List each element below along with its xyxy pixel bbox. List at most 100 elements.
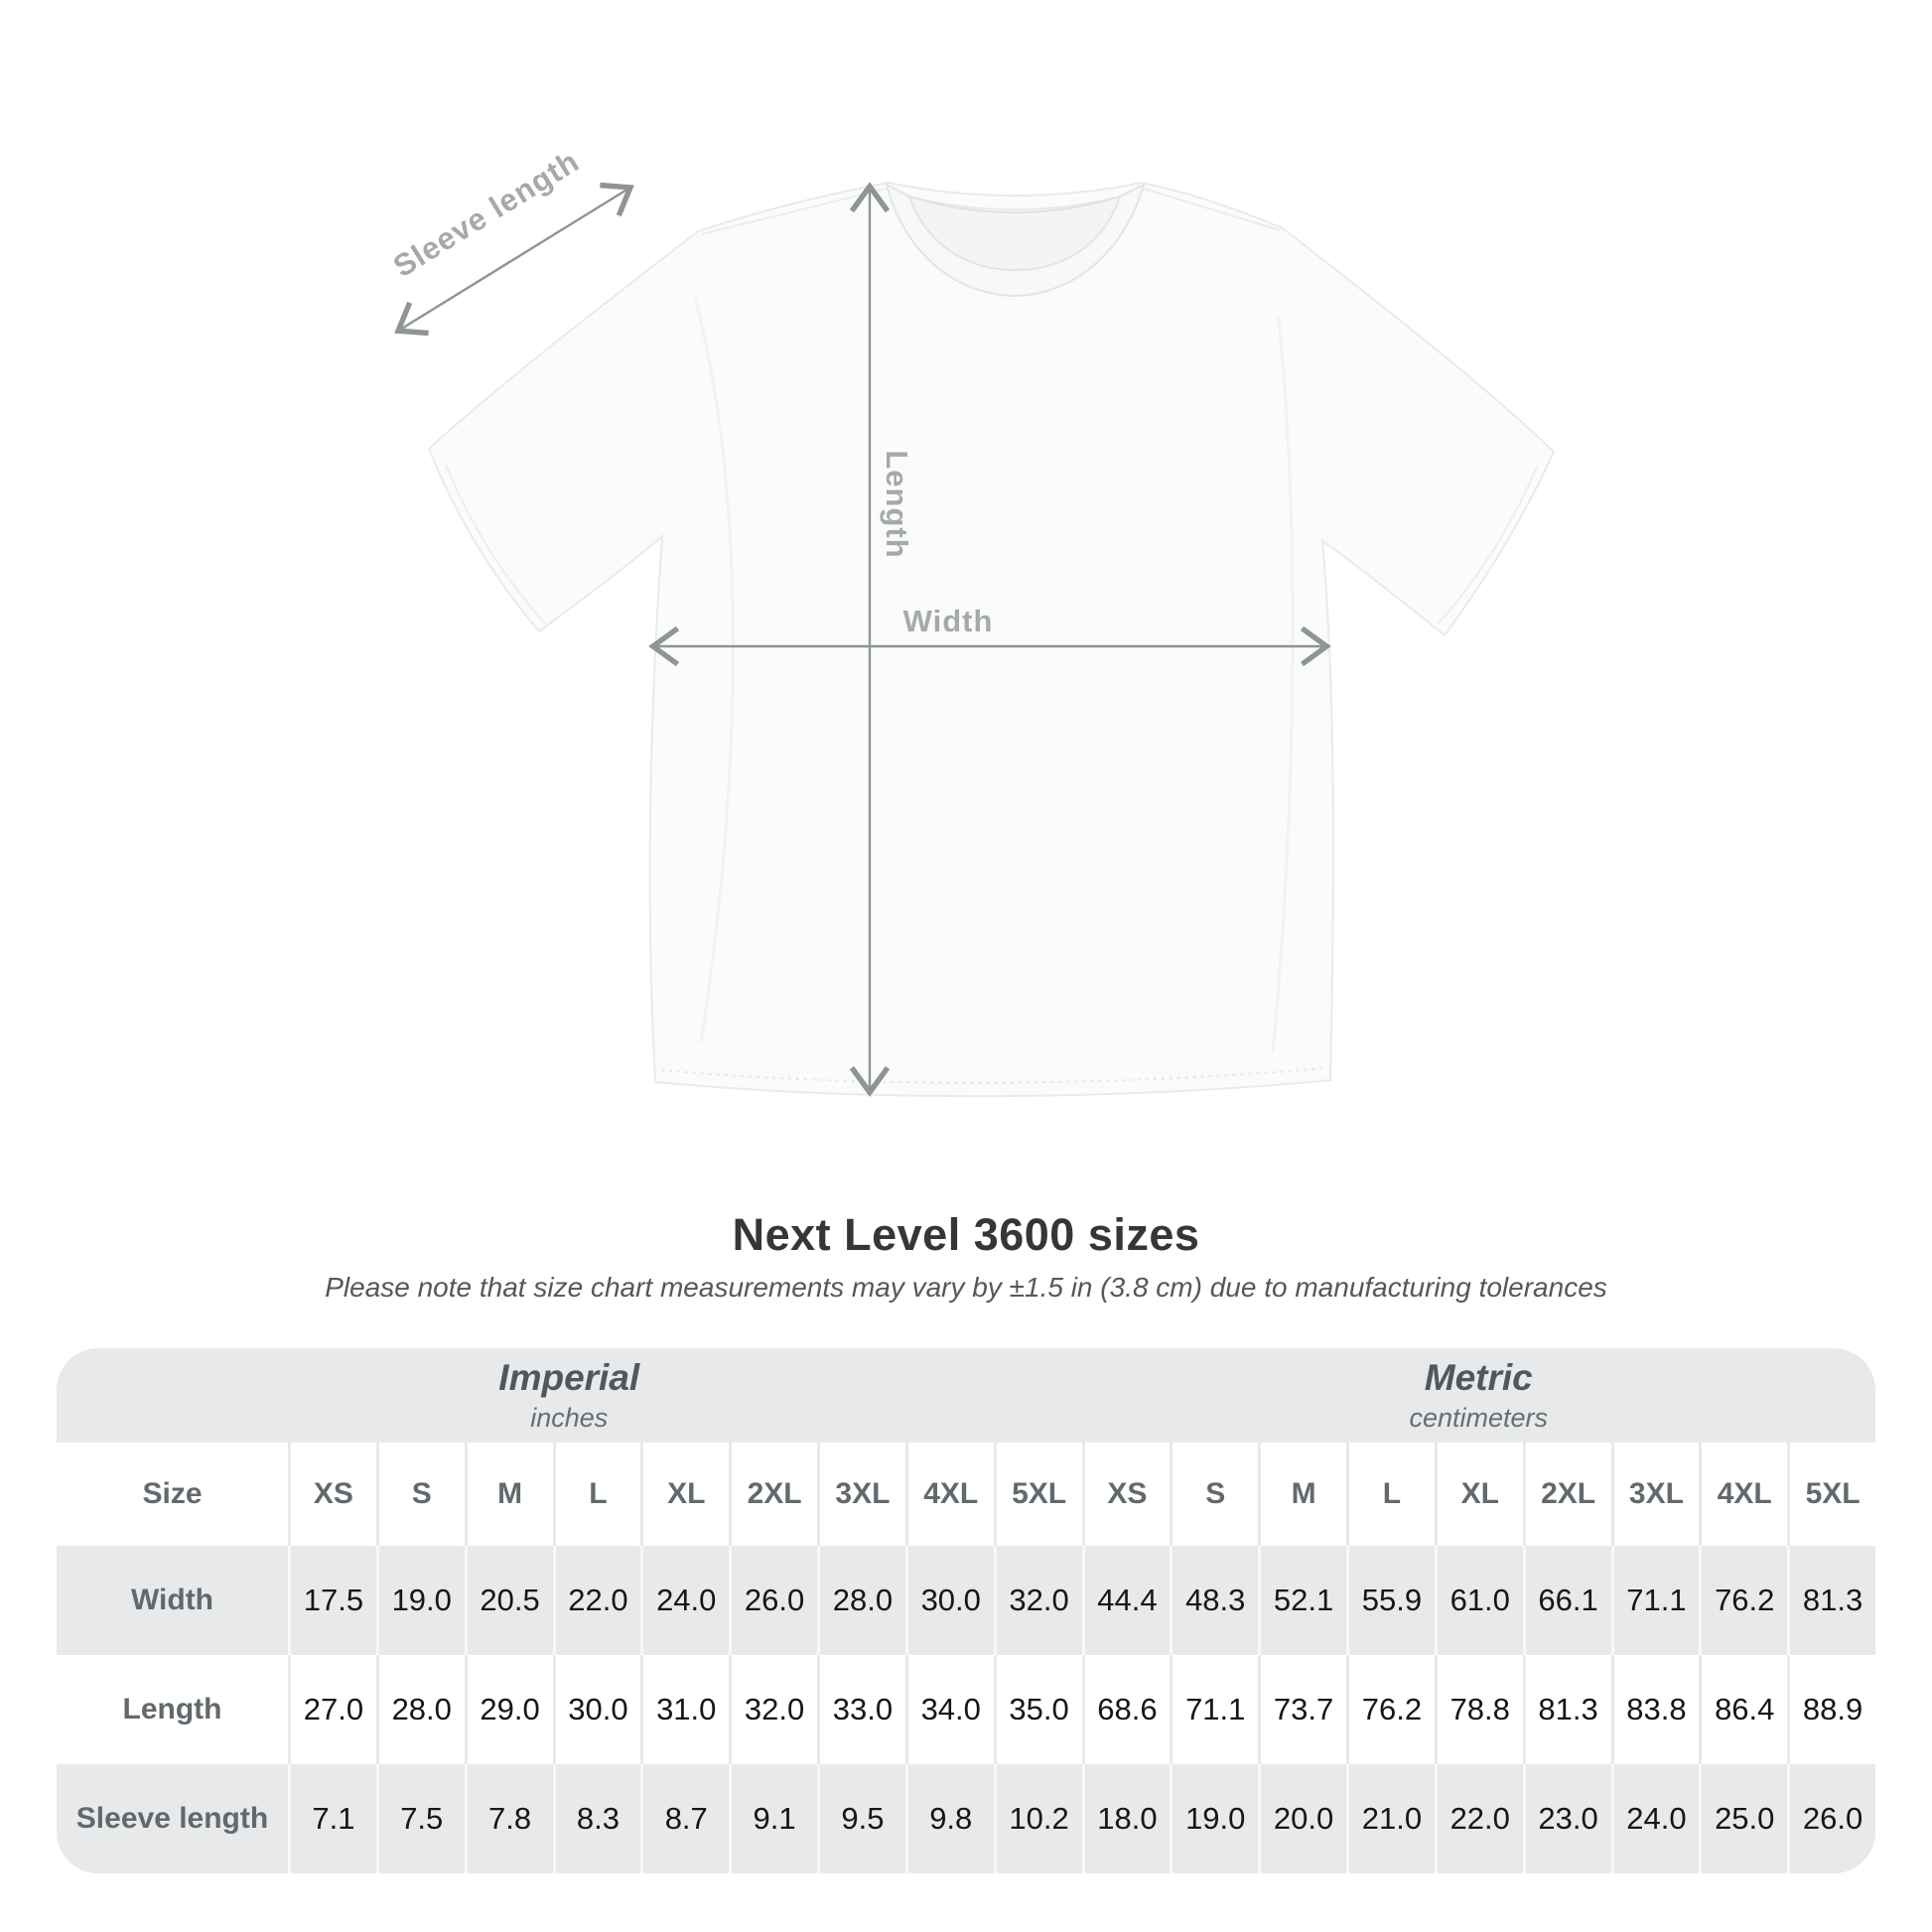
size-value-cell: 81.3 <box>1522 1655 1611 1764</box>
tshirt-graphic <box>427 181 1556 1098</box>
size-value-cell: 76.2 <box>1346 1655 1435 1764</box>
metric-unit-header: Metric centimeters <box>1082 1348 1876 1443</box>
size-value-cell: 31.0 <box>640 1655 730 1764</box>
size-column-header: XS <box>288 1443 376 1546</box>
size-value-cell: 17.5 <box>288 1546 376 1655</box>
sleeve-length-label: Sleeve length <box>387 143 585 284</box>
size-value-cell: 7.1 <box>288 1764 376 1873</box>
size-value-cell: 29.0 <box>464 1655 553 1764</box>
size-value-cell: 73.7 <box>1258 1655 1346 1764</box>
size-value-cell: 30.0 <box>552 1655 641 1764</box>
size-value-cell: 22.0 <box>1434 1764 1523 1873</box>
shoulder-seam-right <box>1143 188 1281 231</box>
size-column-header: XS <box>1081 1443 1171 1546</box>
size-value-cell: 20.5 <box>464 1546 553 1655</box>
size-value-cell: 23.0 <box>1522 1764 1611 1873</box>
size-value-cell: 83.8 <box>1610 1655 1700 1764</box>
size-value-cell: 71.1 <box>1170 1655 1259 1764</box>
tolerance-note: Please note that size chart measurements… <box>325 1272 1607 1303</box>
size-column-header: 3XL <box>817 1443 905 1546</box>
size-value-cell: 19.0 <box>1170 1764 1258 1873</box>
size-value-cell: 26.0 <box>1787 1764 1875 1873</box>
size-table: Imperial inches Metric centimeters Size X… <box>57 1348 1875 1873</box>
size-value-cell: 81.3 <box>1787 1546 1875 1655</box>
cuff-seam-left <box>445 464 546 624</box>
size-column-header: S <box>375 1443 465 1546</box>
size-column-header: L <box>1346 1443 1435 1546</box>
size-value-cell: 32.0 <box>993 1546 1082 1655</box>
cuff-seam-right <box>1438 466 1538 624</box>
row-label: Length <box>57 1655 288 1764</box>
size-column-header: 2XL <box>1522 1443 1611 1546</box>
size-value-cell: 8.3 <box>552 1764 641 1873</box>
size-value-cell: 20.0 <box>1258 1764 1346 1873</box>
size-column-header: M <box>464 1443 553 1546</box>
size-value-cell: 24.0 <box>640 1546 729 1655</box>
tshirt-body-shape <box>427 181 1556 1098</box>
wrinkle-line <box>693 297 735 1043</box>
size-column-header: M <box>1258 1443 1346 1546</box>
size-column-header: 4XL <box>1699 1443 1788 1546</box>
metric-label: Metric <box>1424 1357 1533 1398</box>
size-value-cell: 28.0 <box>817 1546 905 1655</box>
size-column-header: 5XL <box>993 1443 1082 1546</box>
size-value-cell: 19.0 <box>375 1546 465 1655</box>
size-column-header: XL <box>1434 1443 1523 1546</box>
size-value-cell: 68.6 <box>1081 1655 1171 1764</box>
size-value-cell: 27.0 <box>288 1655 376 1764</box>
size-column-header: XL <box>640 1443 730 1546</box>
size-value-cell: 55.9 <box>1346 1546 1435 1655</box>
measurement-arrows <box>400 189 1324 1090</box>
size-value-cell: 32.0 <box>729 1655 817 1764</box>
tshirt-size-diagram: Sleeve length Length Width <box>387 143 1556 1098</box>
back-neck-seam <box>902 194 1127 213</box>
size-value-cell: 8.7 <box>640 1764 729 1873</box>
width-label: Width <box>903 604 994 638</box>
wrinkle-line <box>1271 317 1295 1053</box>
size-value-cell: 48.3 <box>1170 1546 1258 1655</box>
collar-band <box>885 183 1146 298</box>
row-label: Sleeve length <box>75 1802 269 1835</box>
sleeve-length-arrow <box>400 189 628 330</box>
size-value-cell: 7.5 <box>375 1764 465 1873</box>
size-column-header: 2XL <box>729 1443 817 1546</box>
size-value-cell: 9.5 <box>817 1764 905 1873</box>
size-value-cell: 78.8 <box>1434 1655 1523 1764</box>
row-label: Width <box>130 1584 214 1616</box>
size-value-cell: 7.8 <box>464 1764 553 1873</box>
size-value-cell: 10.2 <box>993 1764 1082 1873</box>
size-value-cell: 21.0 <box>1346 1764 1435 1873</box>
size-value-cell: 30.0 <box>904 1546 994 1655</box>
size-value-cell: 18.0 <box>1081 1764 1171 1873</box>
hem-stitch-seam <box>660 1067 1325 1084</box>
size-column-header: S <box>1170 1443 1259 1546</box>
size-value-cell: 22.0 <box>552 1546 641 1655</box>
size-value-cell: 34.0 <box>904 1655 994 1764</box>
size-value-cell: 76.2 <box>1699 1546 1787 1655</box>
metric-unit-label: centimeters <box>1409 1403 1549 1433</box>
page-title: Next Level 3600 sizes <box>732 1209 1200 1260</box>
size-value-cell: 71.1 <box>1610 1546 1700 1655</box>
imperial-unit-label: inches <box>530 1403 609 1433</box>
size-value-cell: 35.0 <box>993 1655 1082 1764</box>
imperial-label: Imperial <box>498 1357 640 1398</box>
size-column-header: 5XL <box>1787 1443 1875 1546</box>
size-value-cell: 9.1 <box>729 1764 817 1873</box>
size-column-header: 3XL <box>1610 1443 1700 1546</box>
size-column-header: 4XL <box>904 1443 994 1546</box>
imperial-unit-header: Imperial inches <box>57 1348 1082 1443</box>
length-label: Length <box>880 450 914 558</box>
size-value-cell: 33.0 <box>817 1655 905 1764</box>
size-value-cell: 86.4 <box>1699 1655 1788 1764</box>
size-value-cell: 44.4 <box>1081 1546 1171 1655</box>
table-corner-header: Size <box>57 1443 288 1546</box>
size-value-cell: 52.1 <box>1258 1546 1346 1655</box>
size-value-cell: 26.0 <box>729 1546 817 1655</box>
size-value-cell: 61.0 <box>1434 1546 1523 1655</box>
size-value-cell: 24.0 <box>1610 1764 1700 1873</box>
size-value-cell: 28.0 <box>375 1655 465 1764</box>
size-value-cell: 66.1 <box>1522 1546 1611 1655</box>
size-value-cell: 9.8 <box>904 1764 994 1873</box>
size-value-cell: 88.9 <box>1787 1655 1875 1764</box>
